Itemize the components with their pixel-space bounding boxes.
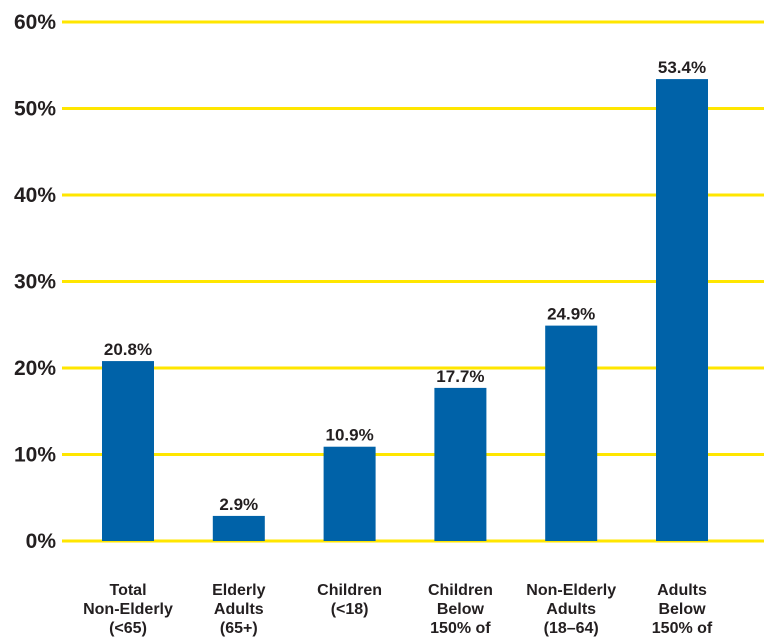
x-category-label-line: 150% of xyxy=(430,620,491,637)
bar xyxy=(323,446,376,541)
x-category-label-line: Below xyxy=(437,601,485,618)
bar-value-label: 2.9% xyxy=(219,495,258,514)
y-tick-label: 60% xyxy=(14,11,56,34)
bar-value-label: 53.4% xyxy=(658,58,706,77)
bars xyxy=(102,79,708,541)
bar-value-label: 17.7% xyxy=(436,367,484,386)
x-category-label-line: Adults xyxy=(657,582,707,599)
value-labels: 20.8% 2.9% 10.9% 17.7% 24.9% 53.4% xyxy=(104,58,706,514)
bar-value-label: 10.9% xyxy=(325,426,373,445)
x-category-label: Elderly Adults (65+) xyxy=(212,582,265,637)
y-tick-label: 0% xyxy=(26,530,57,553)
bar xyxy=(102,361,154,541)
x-category-label-line: Below xyxy=(658,601,706,618)
x-category-label-line: (<65) xyxy=(109,620,147,637)
x-category-label-line: 150% of xyxy=(652,620,713,637)
bar xyxy=(545,325,598,541)
x-category-label-line: Children xyxy=(317,582,382,599)
gridlines xyxy=(62,20,764,543)
y-tick-label: 40% xyxy=(14,184,56,207)
x-category-label: Children (<18) xyxy=(317,582,382,618)
x-category-label-line: Non-Elderly xyxy=(83,601,173,618)
x-category-label-line: Children xyxy=(428,582,493,599)
x-category-label-line: (18–64) xyxy=(544,620,599,637)
x-category-label-line: Adults xyxy=(214,601,264,618)
bar-value-label: 24.9% xyxy=(547,305,595,324)
y-tick-label: 30% xyxy=(14,271,56,294)
y-tick-label: 20% xyxy=(14,357,56,380)
x-category-label-line: Non-Elderly xyxy=(526,582,616,599)
bar-value-label: 20.8% xyxy=(104,340,152,359)
bar xyxy=(434,387,487,541)
x-category-label-line: (<18) xyxy=(331,601,369,618)
x-category-label-line: (65+) xyxy=(220,620,258,637)
x-axis-category-labels: Total Non-Elderly (<65) Elderly Adults (65+) C… xyxy=(83,582,713,642)
x-category-label-line: Elderly xyxy=(212,582,265,599)
bar xyxy=(212,515,265,541)
x-category-label-line: Total xyxy=(109,582,146,599)
x-category-label: Total Non-Elderly (<65) xyxy=(83,582,173,637)
y-tick-label: 10% xyxy=(14,444,56,467)
bar xyxy=(656,79,708,541)
y-tick-label: 50% xyxy=(14,98,56,121)
x-category-label-line: Adults xyxy=(546,601,596,618)
y-axis-tick-labels: 0% 10% 20% 30% 40% 50% 60% xyxy=(14,11,56,553)
x-category-label: Non-Elderly Adults (18–64) xyxy=(526,582,616,637)
